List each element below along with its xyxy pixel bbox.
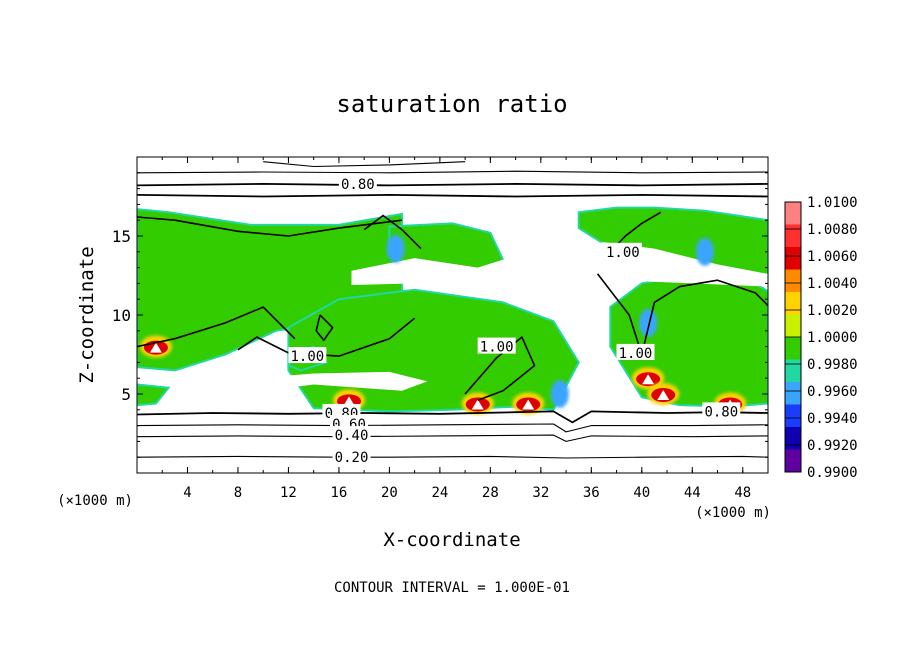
supersaturated-peak-4 bbox=[642, 374, 655, 385]
x-axis-label: X-coordinate bbox=[383, 529, 520, 551]
contour-line-4 bbox=[137, 182, 768, 187]
contour-line-6 bbox=[137, 170, 768, 174]
y-tick-label-1: 10 bbox=[112, 306, 131, 325]
colorbar-swatch-6 bbox=[785, 337, 801, 360]
contour-label-2: 1.00 bbox=[291, 349, 325, 365]
colorbar-swatch-11 bbox=[785, 449, 801, 473]
dry-gap-0 bbox=[351, 242, 768, 296]
contour-label-bg-8 bbox=[332, 448, 371, 465]
contour-label-1: 1.00 bbox=[606, 245, 640, 261]
colorbar-swatch-7 bbox=[785, 359, 801, 383]
colorbar: 1.0100 1.0080 1.0060 1.0040 1.0020 1.0000 0.99… bbox=[784, 195, 858, 481]
contour-lines bbox=[137, 161, 768, 459]
x-tick-label-4: 20 bbox=[381, 485, 398, 501]
contour-line-9 bbox=[137, 306, 296, 348]
x-tick-label-5: 24 bbox=[431, 485, 448, 501]
contour-label-bg-7 bbox=[332, 426, 371, 443]
x-tick-label-7: 32 bbox=[532, 485, 549, 501]
y-axis-ticks: 5 10 15 bbox=[112, 156, 768, 474]
colorbar-swatch-10 bbox=[785, 427, 801, 450]
colorbar-label-0: 1.0100 bbox=[807, 195, 858, 211]
contour-line-5 bbox=[137, 193, 768, 198]
saturation-region-3 bbox=[609, 272, 768, 408]
colorbar-swatch-4 bbox=[785, 292, 801, 315]
contour-label-bg-0 bbox=[338, 174, 377, 191]
subsaturated-spot-0 bbox=[550, 380, 569, 408]
subsaturated-spot-2 bbox=[386, 234, 405, 263]
x-tick-label-6: 28 bbox=[482, 485, 499, 501]
contour-line-8 bbox=[137, 216, 403, 237]
colorbar-label-7: 0.9960 bbox=[807, 384, 858, 400]
colorbar-label-8: 0.9940 bbox=[807, 411, 858, 427]
supersaturated-peak-0 bbox=[149, 342, 162, 353]
x-tick-label-10: 44 bbox=[684, 485, 701, 501]
subsaturated-spot-3 bbox=[695, 237, 714, 266]
contour-line-2 bbox=[137, 423, 768, 433]
x-tick-label-11: 48 bbox=[734, 485, 751, 501]
contour-line-14 bbox=[363, 214, 422, 250]
supersaturated-peak-3 bbox=[522, 399, 535, 410]
contour-label-7: 0.40 bbox=[335, 428, 369, 444]
x-tick-label-2: 12 bbox=[280, 485, 297, 501]
supersaturated-peak-1 bbox=[343, 396, 356, 407]
colorbar-label-10: 0.9900 bbox=[807, 465, 858, 481]
contour-line-15 bbox=[315, 314, 334, 342]
contour-label-3: 1.00 bbox=[480, 340, 514, 356]
x-tick-label-9: 40 bbox=[633, 485, 650, 501]
saturation-region-5 bbox=[137, 383, 171, 407]
x-tick-label-3: 16 bbox=[330, 485, 347, 501]
contour-label-9: 0.80 bbox=[704, 404, 738, 420]
colorbar-swatch-0 bbox=[785, 202, 801, 225]
x-tick-label-0: 4 bbox=[183, 485, 191, 501]
colorbar-swatch-5 bbox=[785, 314, 801, 338]
subsaturated-spot-1 bbox=[639, 308, 658, 337]
x-axis-ticks: 4 8 12 16 20 24 28 32 36 40 44 48 bbox=[136, 157, 769, 501]
chart-title: saturation ratio bbox=[336, 90, 567, 118]
contour-label-bg-1 bbox=[603, 242, 642, 259]
colorbar-swatch-2 bbox=[785, 247, 801, 270]
colorbar-label-3: 1.0040 bbox=[807, 276, 858, 292]
colorbar-label-6: 0.9980 bbox=[807, 357, 858, 373]
x-tick-label-1: 8 bbox=[234, 485, 242, 501]
supersaturated-peak-2 bbox=[471, 399, 484, 410]
contour-line-12 bbox=[596, 273, 768, 356]
x-tick-label-8: 36 bbox=[583, 485, 600, 501]
contour-label-bg-9 bbox=[702, 402, 741, 419]
contour-label-8: 0.20 bbox=[335, 450, 369, 466]
contour-line-3 bbox=[137, 410, 768, 424]
contour-label-bg-2 bbox=[288, 347, 327, 364]
x-unit-label-left: (×1000 m) bbox=[57, 493, 133, 509]
colorbar-label-4: 1.0020 bbox=[807, 303, 858, 319]
contour-label-0: 0.80 bbox=[341, 177, 375, 193]
dry-gap-1 bbox=[149, 371, 428, 394]
contour-line-11 bbox=[464, 336, 536, 402]
colorbar-label-5: 1.0000 bbox=[807, 330, 858, 346]
colorbar-label-2: 1.0060 bbox=[807, 249, 858, 265]
colorbar-label-1: 1.0080 bbox=[807, 222, 858, 238]
contour-label-bg-3 bbox=[477, 337, 516, 354]
colorbar-swatch-9 bbox=[785, 404, 801, 428]
y-axis-label: Z-coordinate bbox=[76, 246, 98, 383]
saturation-region-1 bbox=[287, 288, 580, 413]
colorbar-swatch-1 bbox=[785, 224, 801, 248]
contour-label-bg-4 bbox=[616, 343, 655, 360]
supersaturated-peak-5 bbox=[657, 390, 670, 400]
y-tick-label-0: 5 bbox=[121, 385, 131, 404]
colorbar-label-9: 0.9920 bbox=[807, 438, 858, 454]
x-unit-label-right: (×1000 m) bbox=[695, 505, 771, 521]
contour-line-7 bbox=[263, 161, 466, 168]
saturation-field bbox=[137, 206, 768, 415]
colorbar-swatch-8 bbox=[785, 382, 801, 405]
colorbar-swatch-3 bbox=[785, 269, 801, 293]
contour-line-0 bbox=[137, 455, 768, 459]
contour-labels: 0.801.001.001.00 1.000.800.600.400.200.80 bbox=[288, 174, 741, 466]
y-tick-label-2: 15 bbox=[112, 227, 131, 246]
contour-line-1 bbox=[137, 434, 768, 442]
contour-label-4: 1.00 bbox=[619, 346, 653, 362]
contour-interval-note: CONTOUR INTERVAL = 1.000E-01 bbox=[334, 580, 570, 596]
